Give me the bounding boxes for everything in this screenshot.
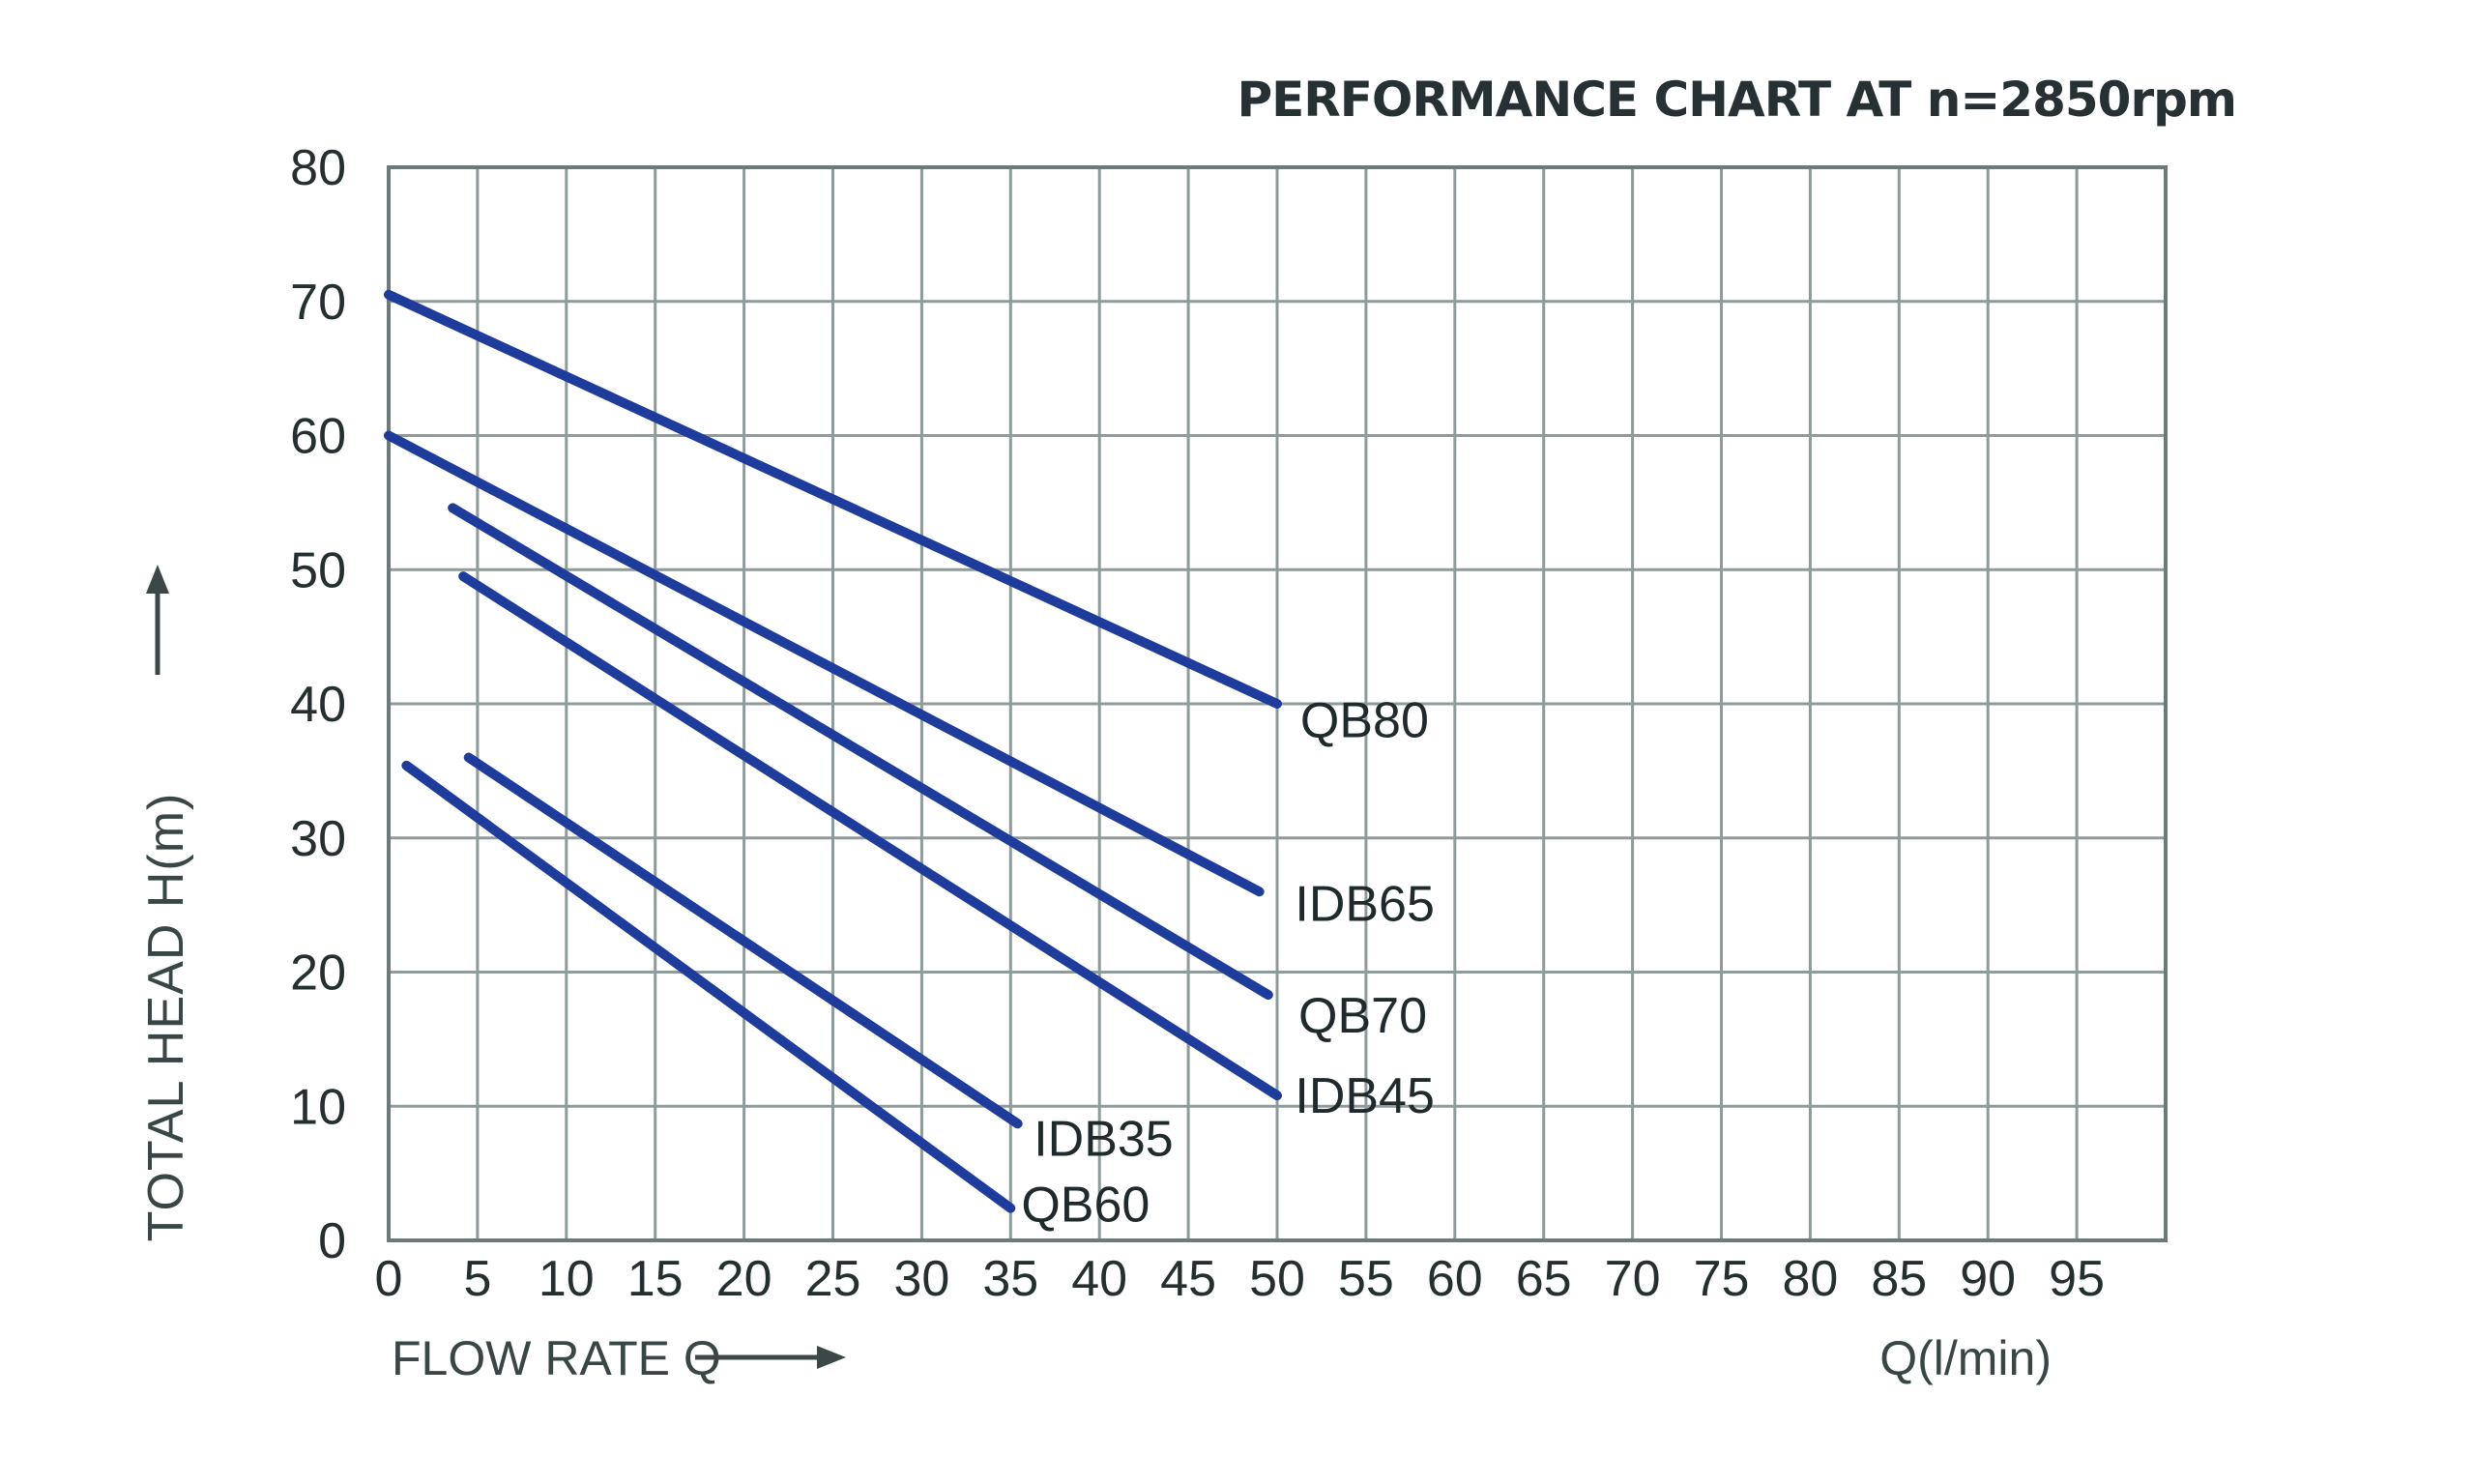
y-tick-label: 70 <box>290 275 346 331</box>
curve-label-IDB65: IDB65 <box>1295 877 1435 933</box>
x-tick-label: 10 <box>539 1251 595 1307</box>
x-tick-label: 30 <box>893 1251 949 1307</box>
y-tick-label: 60 <box>290 409 346 465</box>
curve-label-QB60: QB60 <box>1021 1178 1150 1234</box>
x-tick-label: 35 <box>982 1251 1038 1307</box>
y-tick-label: 80 <box>290 140 346 196</box>
x-tick-label: 5 <box>463 1251 491 1307</box>
x-tick-label: 85 <box>1871 1251 1927 1307</box>
plot-border <box>387 165 2168 1242</box>
x-tick-label: 25 <box>805 1251 861 1307</box>
x-axis-unit-label: Q(l/min) <box>1879 1331 2052 1385</box>
x-tick-label: 95 <box>2049 1251 2105 1307</box>
curve-QB80 <box>384 289 1282 709</box>
x-tick-label: 65 <box>1516 1251 1572 1307</box>
chart-title: PERFORMANCE CHART AT n=2850rpm <box>1237 72 2237 128</box>
y-tick-label: 30 <box>290 811 346 867</box>
curve-IDB35 <box>463 752 1023 1129</box>
x-tick-label: 55 <box>1338 1251 1394 1307</box>
curve-IDB45 <box>458 571 1282 1101</box>
x-tick-label: 45 <box>1160 1251 1216 1307</box>
curve-label-QB70: QB70 <box>1298 988 1427 1044</box>
x-tick-label: 50 <box>1249 1251 1305 1307</box>
y-tick-label: 50 <box>290 542 346 598</box>
curve-QB70 <box>448 503 1273 1001</box>
x-axis-right-arrow-icon <box>695 1346 846 1369</box>
curve-IDB65 <box>384 430 1265 897</box>
curve-label-IDB45: IDB45 <box>1295 1068 1435 1124</box>
y-tick-label: 40 <box>290 677 346 733</box>
x-tick-label: 70 <box>1605 1251 1661 1307</box>
x-tick-label: 90 <box>1960 1251 2016 1307</box>
curve-label-QB80: QB80 <box>1300 693 1429 749</box>
x-tick-label: 40 <box>1071 1251 1127 1307</box>
x-axis-title: FLOW RATE Q <box>392 1331 721 1385</box>
y-axis-up-arrow-icon <box>146 565 169 675</box>
x-tick-label: 0 <box>375 1251 403 1307</box>
x-tick-label: 15 <box>627 1251 684 1307</box>
x-tick-label: 75 <box>1694 1251 1750 1307</box>
y-tick-label: 0 <box>318 1213 346 1269</box>
x-tick-label: 60 <box>1427 1251 1483 1307</box>
curve-label-IDB35: IDB35 <box>1034 1112 1174 1168</box>
x-tick-label: 80 <box>1782 1251 1838 1307</box>
curve-QB60 <box>401 760 1016 1213</box>
x-tick-label: 20 <box>716 1251 772 1307</box>
y-tick-label: 10 <box>290 1079 346 1135</box>
y-axis-title: TOTAL HEAD H(m) <box>138 792 194 1242</box>
y-tick-label: 20 <box>290 946 346 1002</box>
